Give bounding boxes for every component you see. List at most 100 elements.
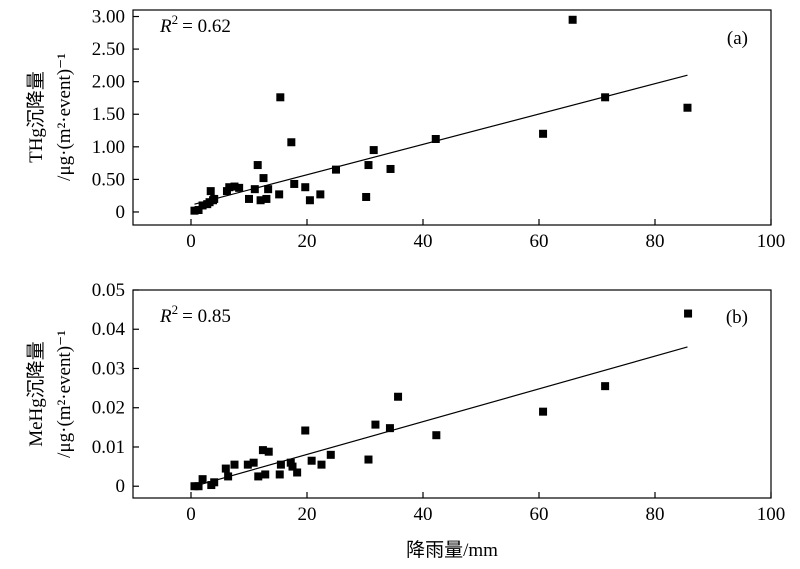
data-point-b-17 [288, 462, 297, 471]
data-point-a-12 [245, 194, 253, 203]
y-tick-label-a-6: 3.00 [92, 7, 125, 28]
x-tick-label-a-4: 80 [646, 231, 665, 252]
panel-b: 0 20 40 60 80 100 0 0.01 0.02 0.03 0.04 0.05 R2 = 0… [25, 280, 785, 561]
data-point-a-1 [194, 206, 203, 215]
data-point-a-10 [230, 182, 239, 191]
plot-frame-b [132, 289, 772, 499]
data-point-b-15 [276, 460, 285, 469]
data-point-b-23 [364, 455, 373, 464]
y-axis-label-b: MeHg沉降量 /μg·(m²·event)⁻¹ [25, 330, 75, 458]
r2-value-b: = 0.85 [182, 306, 231, 327]
data-point-b-10 [254, 472, 263, 481]
data-point-b-29 [601, 382, 610, 391]
r2-symbol-b: R [159, 306, 172, 327]
data-point-b-13 [264, 447, 273, 456]
data-point-b-26 [394, 392, 403, 401]
fit-line-b [194, 346, 688, 487]
data-point-a-9 [225, 183, 234, 192]
x-tick-label-b-5: 100 [757, 504, 786, 525]
data-point-b-25 [385, 424, 394, 433]
y-ticks-b: 0 0.01 0.02 0.03 0.04 0.05 [92, 280, 139, 497]
data-point-b-12 [261, 470, 270, 479]
x-tick-label-a-3: 60 [530, 231, 549, 252]
x-tick-label-b-3: 60 [530, 504, 549, 525]
r2-symbol-a: R [159, 16, 172, 37]
data-point-a-13 [250, 185, 259, 194]
r2-value-a: = 0.62 [182, 16, 231, 37]
y-tick-label-b-1: 0.01 [92, 437, 125, 458]
data-point-a-25 [316, 190, 325, 199]
data-point-b-19 [301, 426, 310, 435]
data-point-a-35 [683, 103, 692, 112]
plot-frame-a [132, 9, 772, 226]
y-tick-label-a-3: 1.50 [92, 104, 125, 125]
y-tick-label-b-0: 0 [116, 476, 126, 497]
x-tick-label-a-1: 20 [298, 231, 317, 252]
data-point-a-20 [276, 93, 285, 102]
data-point-a-31 [431, 135, 440, 143]
x-tick-label-a-5: 100 [757, 231, 786, 252]
data-point-b-18 [293, 468, 302, 477]
r2-superscript-a: 2 [172, 12, 179, 27]
panel-label-b: (b) [726, 307, 748, 328]
data-point-a-27 [362, 192, 371, 201]
data-point-b-8 [243, 460, 252, 469]
data-point-b-27 [432, 431, 441, 440]
data-point-a-29 [369, 146, 378, 155]
panel-a: 0 20 40 60 80 100 0 0.50 1.00 1.50 2.00 2.50 3.00 R… [25, 7, 785, 252]
y-tick-label-a-2: 1.00 [92, 137, 125, 158]
data-point-a-5 [206, 187, 215, 196]
r-squared-a: R2 = 0.62 [159, 12, 231, 37]
scatter-points-a [190, 15, 692, 215]
y-axis-label-a-line1: THg沉降量 [25, 71, 47, 163]
data-point-a-0 [190, 206, 199, 215]
data-point-a-30 [386, 164, 395, 173]
data-point-a-24 [305, 196, 314, 205]
data-point-a-17 [262, 194, 271, 203]
data-point-a-26 [332, 165, 340, 174]
data-point-a-21 [287, 138, 296, 147]
data-point-b-7 [230, 460, 239, 469]
y-tick-label-b-5: 0.05 [92, 280, 125, 301]
x-ticks-a: 0 20 40 60 80 100 [186, 219, 785, 252]
data-point-a-22 [290, 179, 299, 188]
data-point-b-2 [198, 475, 207, 484]
data-point-a-32 [539, 129, 548, 138]
x-tick-label-a-0: 0 [186, 231, 196, 252]
y-axis-label-b-line2: /μg·(m²·event)⁻¹ [54, 330, 75, 458]
x-tick-label-a-2: 40 [414, 231, 433, 252]
data-point-a-18 [264, 185, 273, 194]
data-point-a-19 [275, 190, 284, 199]
y-axis-label-a-line2: /μg·(m²·event)⁻¹ [54, 53, 75, 181]
x-tick-label-b-0: 0 [186, 504, 196, 525]
y-tick-label-a-1: 0.50 [92, 169, 125, 190]
y-tick-label-a-5: 2.50 [92, 39, 125, 60]
r2-superscript-b: 2 [172, 302, 179, 317]
data-point-b-30 [684, 309, 693, 318]
data-point-b-11 [258, 446, 267, 455]
x-axis-label: 降雨量/mm [406, 539, 498, 561]
data-point-a-2 [198, 201, 207, 210]
data-point-b-21 [317, 460, 326, 469]
data-point-a-33 [568, 15, 577, 24]
data-point-a-11 [235, 183, 244, 192]
x-tick-label-b-1: 20 [298, 504, 317, 525]
data-point-b-14 [275, 470, 284, 479]
data-point-b-4 [210, 478, 219, 487]
y-tick-label-b-3: 0.03 [92, 358, 125, 379]
data-point-a-15 [256, 196, 265, 205]
y-tick-label-a-4: 2.00 [92, 72, 125, 93]
r-squared-b: R2 = 0.85 [159, 302, 231, 327]
fit-line-a [194, 74, 688, 205]
panel-label-a: (a) [727, 28, 748, 49]
data-point-b-28 [539, 407, 548, 416]
data-point-a-23 [301, 183, 310, 192]
data-point-a-28 [364, 161, 373, 170]
data-point-a-16 [259, 174, 268, 183]
y-tick-label-a-0: 0 [116, 202, 126, 223]
data-point-b-5 [221, 464, 230, 473]
y-axis-label-a: THg沉降量 /μg·(m²·event)⁻¹ [25, 53, 75, 181]
x-ticks-b: 0 20 40 60 80 100 [186, 492, 785, 525]
y-axis-label-b-line1: MeHg沉降量 [25, 341, 47, 447]
